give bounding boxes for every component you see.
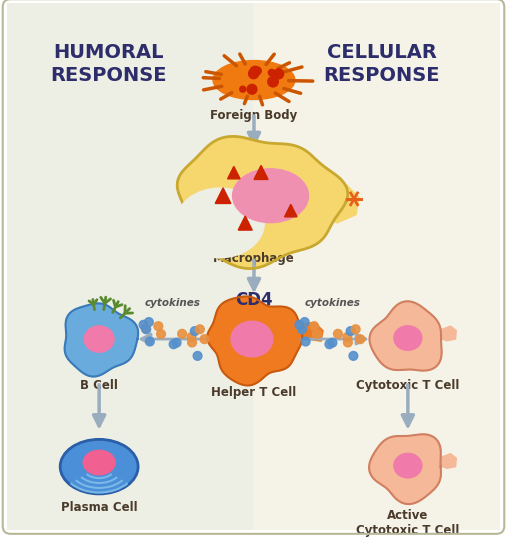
Circle shape xyxy=(250,67,260,76)
Circle shape xyxy=(295,320,304,329)
Polygon shape xyxy=(369,434,441,504)
Circle shape xyxy=(139,320,148,329)
Polygon shape xyxy=(238,216,252,230)
Text: B Cell: B Cell xyxy=(80,379,118,392)
Circle shape xyxy=(188,338,196,347)
Text: cytokines: cytokines xyxy=(305,298,361,308)
Circle shape xyxy=(191,327,199,335)
Circle shape xyxy=(157,329,165,339)
Circle shape xyxy=(351,325,360,334)
Circle shape xyxy=(154,322,163,331)
Ellipse shape xyxy=(213,61,295,100)
Circle shape xyxy=(297,324,306,333)
Ellipse shape xyxy=(84,326,114,352)
Text: Helper T Cell: Helper T Cell xyxy=(211,386,297,399)
Text: HUMORAL
RESPONSE: HUMORAL RESPONSE xyxy=(51,43,167,85)
Ellipse shape xyxy=(175,188,264,258)
Ellipse shape xyxy=(394,453,422,478)
Circle shape xyxy=(144,318,153,326)
Text: CELLULAR
RESPONSE: CELLULAR RESPONSE xyxy=(323,43,440,85)
Ellipse shape xyxy=(394,326,422,351)
Circle shape xyxy=(172,338,181,347)
Circle shape xyxy=(247,84,257,94)
Circle shape xyxy=(328,338,337,347)
Circle shape xyxy=(141,324,150,333)
Polygon shape xyxy=(228,167,240,179)
Circle shape xyxy=(343,333,352,341)
Circle shape xyxy=(310,322,318,331)
Circle shape xyxy=(356,335,365,344)
Text: Plasma Cell: Plasma Cell xyxy=(61,501,137,514)
Circle shape xyxy=(325,340,334,348)
Polygon shape xyxy=(64,304,138,377)
Circle shape xyxy=(193,352,202,360)
Polygon shape xyxy=(177,136,348,268)
Circle shape xyxy=(187,333,196,341)
Polygon shape xyxy=(284,204,297,217)
Text: CD4: CD4 xyxy=(235,292,273,309)
Polygon shape xyxy=(433,454,456,469)
Circle shape xyxy=(346,327,355,335)
Text: Macrophage: Macrophage xyxy=(213,253,295,266)
Circle shape xyxy=(274,69,283,79)
Polygon shape xyxy=(309,185,359,223)
Circle shape xyxy=(240,86,246,92)
Circle shape xyxy=(142,325,151,334)
Circle shape xyxy=(178,329,187,338)
Polygon shape xyxy=(370,301,442,371)
Ellipse shape xyxy=(233,169,309,222)
Polygon shape xyxy=(207,296,302,385)
Circle shape xyxy=(300,318,309,326)
FancyBboxPatch shape xyxy=(253,3,500,530)
Text: Foreign Body: Foreign Body xyxy=(210,109,298,122)
Circle shape xyxy=(268,76,278,87)
Circle shape xyxy=(169,340,178,348)
Circle shape xyxy=(254,67,261,75)
Circle shape xyxy=(298,325,306,334)
Circle shape xyxy=(146,337,154,346)
Text: Cytotoxic T Cell: Cytotoxic T Cell xyxy=(356,379,459,392)
Circle shape xyxy=(344,338,352,347)
Polygon shape xyxy=(433,326,456,341)
Circle shape xyxy=(268,69,275,76)
Text: cytokines: cytokines xyxy=(144,298,200,308)
Text: Active
Cytotoxic T Cell: Active Cytotoxic T Cell xyxy=(356,509,459,537)
Circle shape xyxy=(334,329,342,338)
Circle shape xyxy=(312,329,321,339)
Ellipse shape xyxy=(83,450,115,475)
Ellipse shape xyxy=(60,439,138,494)
Polygon shape xyxy=(287,322,323,341)
Circle shape xyxy=(248,69,259,78)
Polygon shape xyxy=(254,166,268,180)
Circle shape xyxy=(301,337,310,346)
Circle shape xyxy=(196,325,204,334)
Circle shape xyxy=(200,335,209,344)
FancyBboxPatch shape xyxy=(7,3,253,530)
Ellipse shape xyxy=(231,321,273,357)
Circle shape xyxy=(349,352,358,360)
Polygon shape xyxy=(215,188,231,203)
